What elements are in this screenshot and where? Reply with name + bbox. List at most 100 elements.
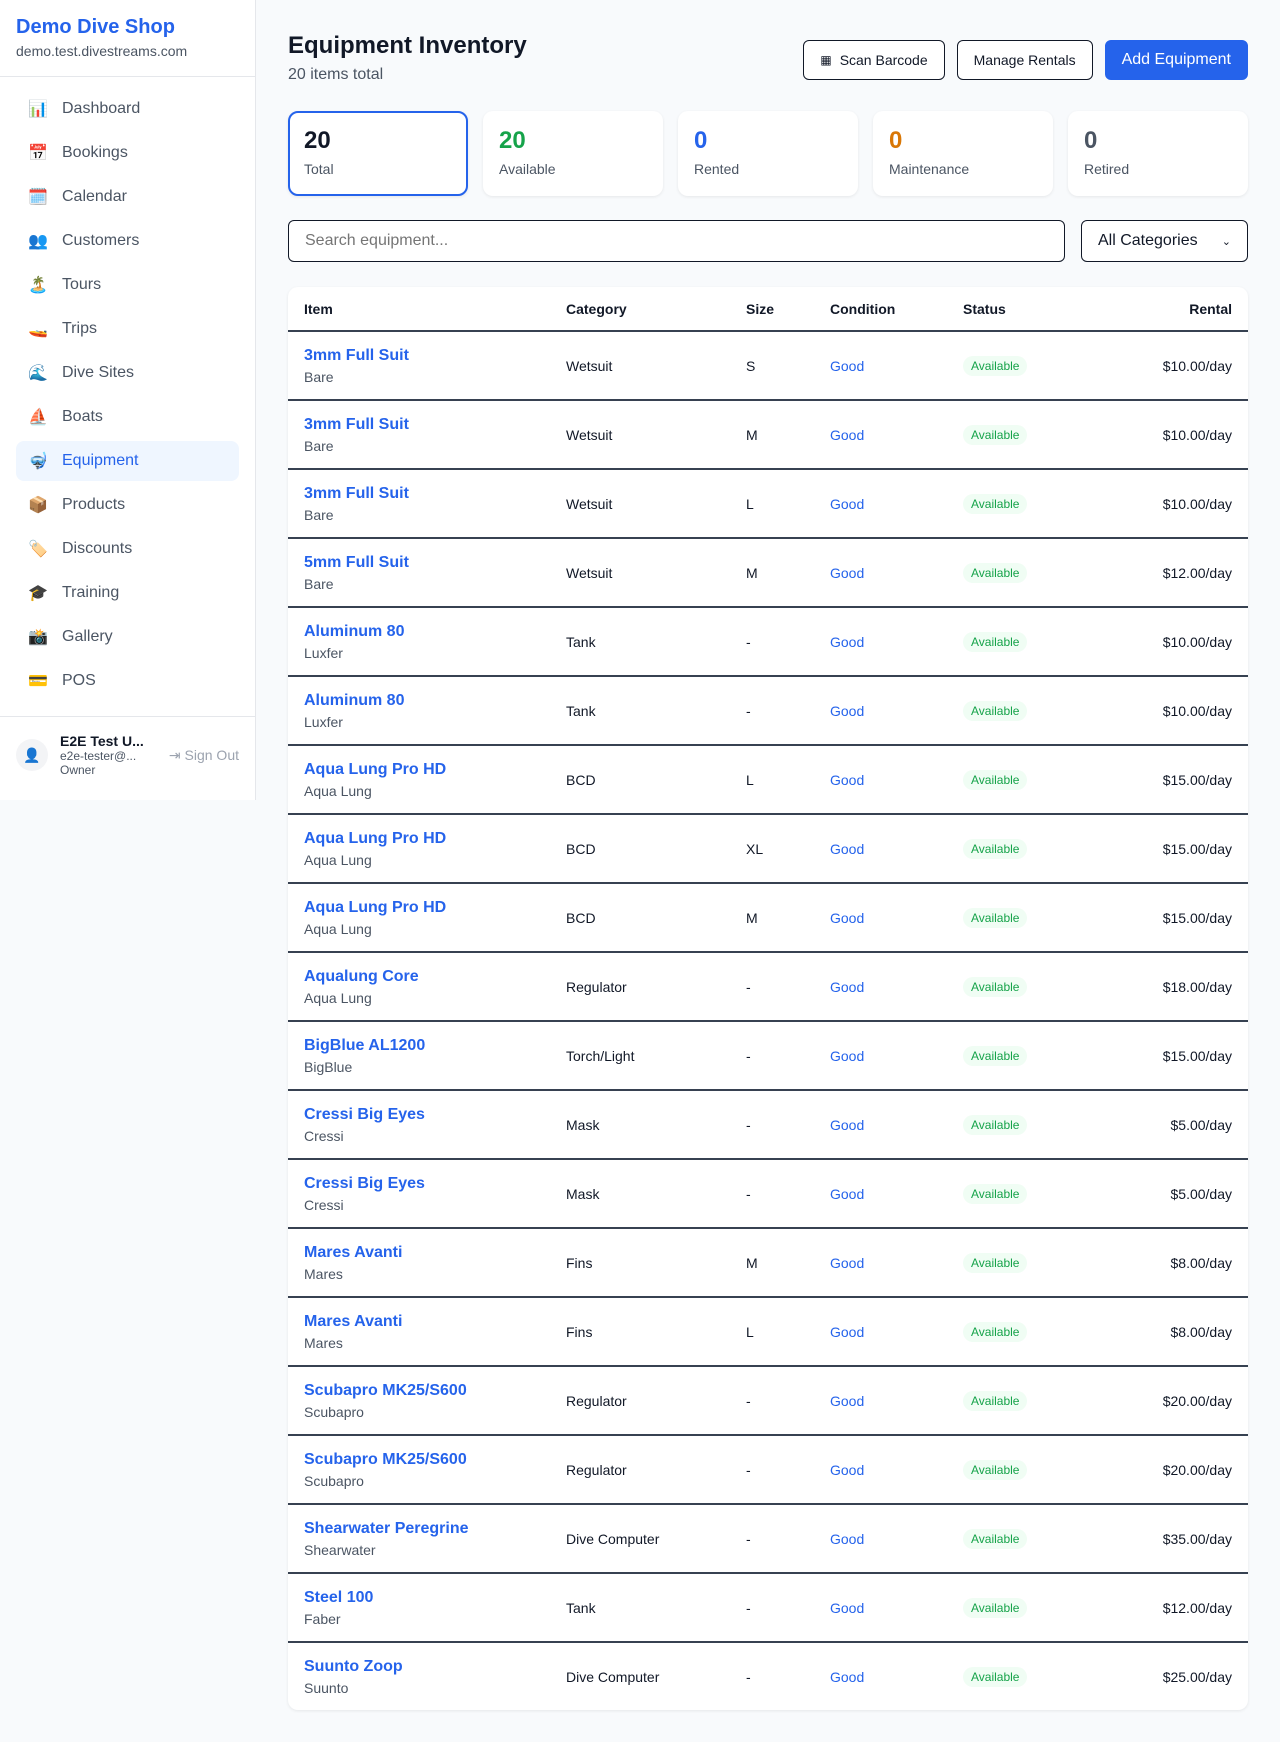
item-name-link[interactable]: Cressi Big Eyes <box>304 1174 425 1192</box>
item-size: M <box>746 1254 758 1271</box>
sign-out-icon: ⇥ <box>168 746 185 763</box>
user-email: e2e-tester@... <box>60 749 137 763</box>
item-brand: Bare <box>304 575 334 592</box>
item-condition: Good <box>830 909 865 926</box>
stat-card-maintenance[interactable]: 0 Maintenance <box>873 111 1053 196</box>
sidebar-item-label: Dive Sites <box>62 364 135 381</box>
item-brand: Mares <box>304 1334 343 1351</box>
item-condition: Good <box>830 564 865 581</box>
table-row: Cressi Big Eyes Cressi Mask - Good Availa… <box>288 1089 1248 1158</box>
sidebar-item-pos[interactable]: 💳 POS <box>16 661 239 701</box>
item-name-link[interactable]: Aqua Lung Pro HD <box>304 760 447 778</box>
sidebar-item-customers[interactable]: 👥 Customers <box>16 221 239 261</box>
item-size: - <box>746 1185 751 1202</box>
item-name-link[interactable]: Mares Avanti <box>304 1243 403 1261</box>
stat-card-available[interactable]: 20 Available <box>483 111 663 196</box>
item-condition: Good <box>830 1254 865 1271</box>
item-name-link[interactable]: 5mm Full Suit <box>304 553 409 571</box>
item-brand: BigBlue <box>304 1058 353 1075</box>
item-size: - <box>746 1461 751 1478</box>
sidebar-nav: 📊 Dashboard 📅 Bookings 🗓️ Calendar 👥 Customers 🏝… <box>0 77 255 717</box>
chevron-down-icon: ⌄ <box>1221 235 1231 248</box>
stat-value: 0 <box>1084 127 1098 154</box>
item-name-link[interactable]: Aluminum 80 <box>304 622 405 640</box>
table-row: Aluminum 80 Luxfer Tank - Good Available … <box>288 675 1248 744</box>
item-name-link[interactable]: 3mm Full Suit <box>304 484 409 502</box>
search-input[interactable] <box>288 220 1065 262</box>
stat-card-retired[interactable]: 0 Retired <box>1068 111 1248 196</box>
item-name-link[interactable]: Aqua Lung Pro HD <box>304 829 447 847</box>
status-badge: Available <box>963 562 1028 583</box>
sidebar-item-discounts[interactable]: 🏷️ Discounts <box>16 529 239 569</box>
item-size: M <box>746 564 758 581</box>
item-name-link[interactable]: Aluminum 80 <box>304 691 405 709</box>
sidebar-item-products[interactable]: 📦 Products <box>16 485 239 525</box>
trips-icon: 🚤 <box>28 321 48 338</box>
category-select[interactable]: All Categories ⌄ <box>1081 220 1248 262</box>
item-name-link[interactable]: Shearwater Peregrine <box>304 1519 469 1537</box>
shop-name[interactable]: Demo Dive Shop <box>16 16 175 38</box>
sidebar-item-label: Products <box>62 496 126 513</box>
item-category: Wetsuit <box>566 357 613 374</box>
item-rental-price: $10.00/day <box>1162 633 1232 650</box>
table-row: 3mm Full Suit Bare Wetsuit L Good Availab… <box>288 468 1248 537</box>
sidebar-item-tours[interactable]: 🏝️ Tours <box>16 265 239 305</box>
item-category: Wetsuit <box>566 564 613 581</box>
item-name-link[interactable]: Suunto Zoop <box>304 1657 403 1675</box>
item-condition: Good <box>830 840 865 857</box>
table-row: Aluminum 80 Luxfer Tank - Good Available … <box>288 606 1248 675</box>
sidebar-item-equipment[interactable]: 🤿 Equipment <box>16 441 239 481</box>
manage-rentals-button[interactable]: Manage Rentals <box>956 40 1093 80</box>
sidebar-item-dashboard[interactable]: 📊 Dashboard <box>16 89 239 129</box>
item-name-link[interactable]: 3mm Full Suit <box>304 415 409 433</box>
item-size: XL <box>746 840 764 857</box>
item-category: Dive Computer <box>566 1668 660 1685</box>
status-badge: Available <box>963 355 1028 376</box>
sidebar-item-training[interactable]: 🎓 Training <box>16 573 239 613</box>
item-name-link[interactable]: Aqualung Core <box>304 967 419 985</box>
item-name-link[interactable]: 3mm Full Suit <box>304 346 409 364</box>
stat-card-rented[interactable]: 0 Rented <box>678 111 858 196</box>
item-category: Tank <box>566 702 596 719</box>
item-condition: Good <box>830 1599 865 1616</box>
item-condition: Good <box>830 426 865 443</box>
table-row: Suunto Zoop Suunto Dive Computer - Good A… <box>288 1641 1248 1710</box>
bookings-icon: 📅 <box>28 145 48 162</box>
add-equipment-button[interactable]: Add Equipment <box>1104 40 1248 80</box>
sidebar-item-dive-sites[interactable]: 🌊 Dive Sites <box>16 353 239 393</box>
sidebar-item-boats[interactable]: ⛵ Boats <box>16 397 239 437</box>
status-badge: Available <box>963 493 1028 514</box>
item-name-link[interactable]: Scubapro MK25/S600 <box>304 1381 467 1399</box>
stat-card-total[interactable]: 20 Total <box>288 111 468 196</box>
scan-barcode-button[interactable]: ▦ Scan Barcode <box>803 40 945 80</box>
item-count: 20 items total <box>288 66 384 83</box>
sidebar-item-calendar[interactable]: 🗓️ Calendar <box>16 177 239 217</box>
item-category: Regulator <box>566 1461 627 1478</box>
user-role: Owner <box>60 763 96 777</box>
table-row: Shearwater Peregrine Shearwater Dive Comp… <box>288 1503 1248 1572</box>
item-name-link[interactable]: Mares Avanti <box>304 1312 403 1330</box>
item-name-link[interactable]: Aqua Lung Pro HD <box>304 898 447 916</box>
table-row: Mares Avanti Mares Fins L Good Available … <box>288 1296 1248 1365</box>
status-badge: Available <box>963 1666 1028 1687</box>
item-name-link[interactable]: Steel 100 <box>304 1588 374 1606</box>
column-header-rental: Rental <box>1189 300 1232 317</box>
item-category: Fins <box>566 1254 593 1271</box>
sidebar-item-gallery[interactable]: 📸 Gallery <box>16 617 239 657</box>
status-badge: Available <box>963 1252 1028 1273</box>
item-size: - <box>746 1116 751 1133</box>
column-header-condition: Condition <box>830 300 896 317</box>
item-size: L <box>746 771 754 788</box>
table-row: Steel 100 Faber Tank - Good Available $12… <box>288 1572 1248 1641</box>
sidebar-item-trips[interactable]: 🚤 Trips <box>16 309 239 349</box>
sidebar-item-bookings[interactable]: 📅 Bookings <box>16 133 239 173</box>
item-name-link[interactable]: BigBlue AL1200 <box>304 1036 426 1054</box>
item-name-link[interactable]: Cressi Big Eyes <box>304 1105 425 1123</box>
item-name-link[interactable]: Scubapro MK25/S600 <box>304 1450 467 1468</box>
item-condition: Good <box>830 1116 865 1133</box>
stat-label: Maintenance <box>889 161 970 177</box>
item-category: Wetsuit <box>566 426 613 443</box>
table-row: BigBlue AL1200 BigBlue Torch/Light - Good… <box>288 1020 1248 1089</box>
status-badge: Available <box>963 838 1028 859</box>
sign-out-button[interactable]: ⇥ Sign Out <box>169 747 239 764</box>
